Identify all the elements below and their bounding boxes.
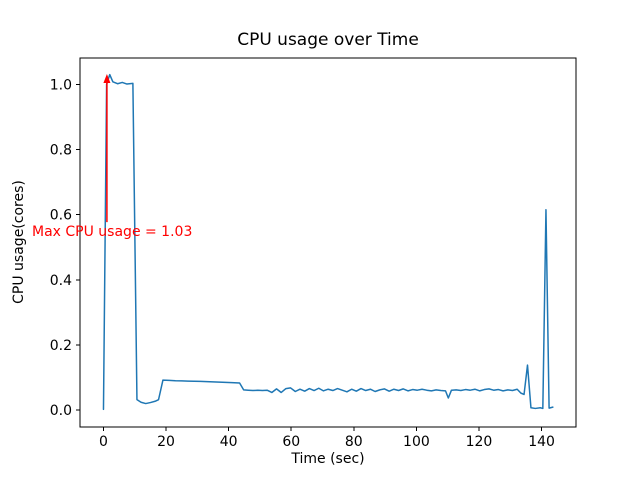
chart-title: CPU usage over Time <box>237 30 419 50</box>
x-tick-label: 40 <box>220 434 238 450</box>
x-tick-label: 80 <box>345 434 363 450</box>
x-axis-label: Time (sec) <box>291 451 365 467</box>
plot-border <box>79 57 577 428</box>
y-tick-label: 0.4 <box>50 273 72 289</box>
x-tick-label: 20 <box>157 434 175 450</box>
y-tick-label: 0.8 <box>50 143 72 159</box>
x-tick-label: 0 <box>99 434 108 450</box>
max-annotation-text: Max CPU usage = 1.03 <box>32 224 193 240</box>
x-tick-label: 60 <box>282 434 300 450</box>
x-tick-label: 100 <box>403 434 430 450</box>
y-tick-label: 0.0 <box>50 403 72 419</box>
y-axis-label: CPU usage(cores) <box>11 180 27 304</box>
y-tick-label: 1.0 <box>50 77 72 93</box>
cpu-usage-line <box>102 73 554 411</box>
x-tick-label: 140 <box>528 434 555 450</box>
y-tick-label: 0.2 <box>50 338 72 354</box>
y-tick-label: 0.6 <box>50 208 72 224</box>
annotation-arrow-head <box>103 73 111 83</box>
x-tick-label: 120 <box>466 434 493 450</box>
